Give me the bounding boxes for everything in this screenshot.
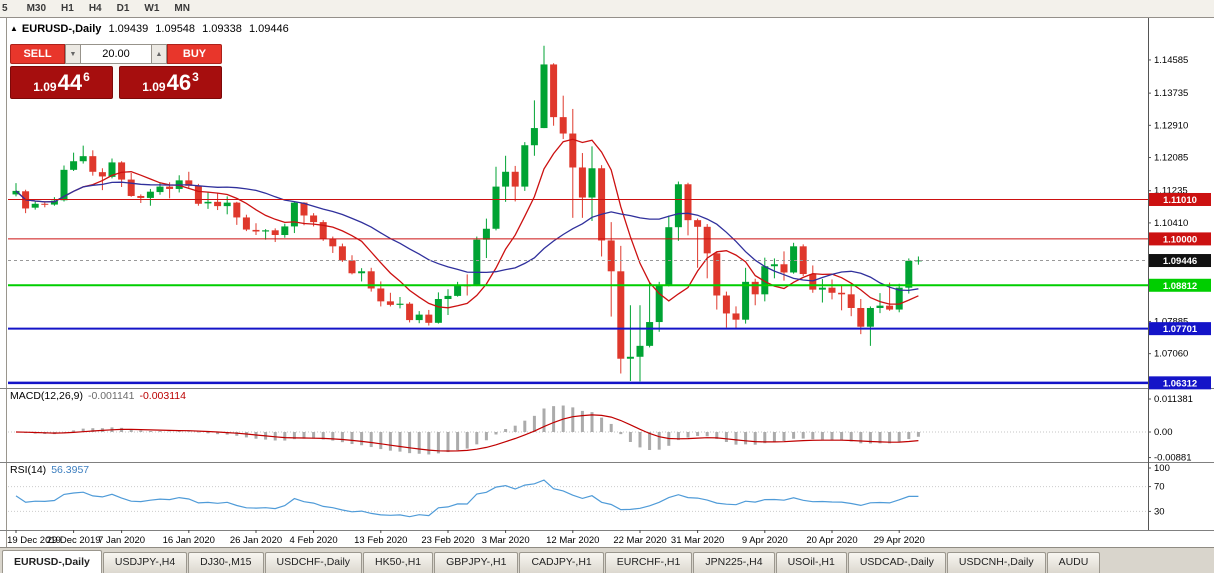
- bid-pips: 44: [57, 69, 83, 95]
- chart-tab-audu[interactable]: AUDU: [1046, 552, 1101, 573]
- svg-text:100: 100: [1154, 463, 1170, 474]
- chart-tab-hk50-h1[interactable]: HK50-,H1: [363, 552, 434, 573]
- svg-text:0.011381: 0.011381: [1154, 394, 1193, 405]
- svg-text:1.11010: 1.11010: [1163, 195, 1197, 206]
- chart-tab-gbpjpy-h1[interactable]: GBPJPY-,H1: [434, 552, 519, 573]
- timeframe-toolbar: 5 M30 H1 H4 D1 W1 MN: [0, 0, 1214, 18]
- chart-canvas[interactable]: 1.14585 1.13735 1.12910 1.12085 1.11235 1.104…: [0, 18, 1214, 547]
- rsi-value: 56.3957: [51, 464, 90, 476]
- volume-input[interactable]: [81, 44, 151, 64]
- svg-text:1.07060: 1.07060: [1154, 349, 1188, 360]
- svg-text:1.14585: 1.14585: [1154, 55, 1188, 66]
- buy-button[interactable]: BUY: [167, 44, 222, 64]
- timeframe-button-h4[interactable]: H4: [83, 1, 108, 16]
- svg-text:1.12085: 1.12085: [1154, 153, 1188, 164]
- chart-tab-bar: EURUSD-,Daily USDJPY-,H4 DJ30-,M15 USDCHF-,…: [0, 547, 1214, 573]
- svg-text:3 Mar 2020: 3 Mar 2020: [482, 535, 530, 546]
- macd-indicator-label: MACD(12,26,9) -0.001141 -0.003114: [10, 390, 191, 402]
- chart-tab-eurusd-daily[interactable]: EURUSD-,Daily: [2, 550, 102, 573]
- chart-tab-usdcnh-daily[interactable]: USDCNH-,Daily: [946, 552, 1046, 573]
- timeframe-button-m30[interactable]: M30: [21, 1, 52, 16]
- timeframe-button-h1[interactable]: H1: [55, 1, 80, 16]
- price-axis: 1.14585 1.13735 1.12910 1.12085 1.11235 1.104…: [1148, 55, 1193, 517]
- svg-text:12 Mar 2020: 12 Mar 2020: [546, 535, 599, 546]
- macd-name: MACD(12,26,9): [10, 390, 83, 402]
- svg-text:20 Apr 2020: 20 Apr 2020: [806, 535, 857, 546]
- ohlc-high: 1.09548: [155, 23, 196, 35]
- svg-text:22 Mar 2020: 22 Mar 2020: [613, 535, 666, 546]
- ask-base: 1.09: [142, 79, 166, 94]
- svg-text:7 Jan 2020: 7 Jan 2020: [98, 535, 145, 546]
- symbol-marker-icon: ▲: [10, 24, 18, 33]
- one-click-trading-panel: SELL ▼ ▲ BUY 1.09 44 6 1.09 46 3: [10, 44, 222, 99]
- svg-text:30: 30: [1154, 506, 1165, 517]
- svg-text:13 Feb 2020: 13 Feb 2020: [354, 535, 407, 546]
- svg-text:1.06312: 1.06312: [1163, 378, 1197, 389]
- svg-text:16 Jan 2020: 16 Jan 2020: [163, 535, 215, 546]
- chart-tab-usdcad-daily[interactable]: USDCAD-,Daily: [847, 552, 946, 573]
- timeframe-button-mn[interactable]: MN: [168, 1, 196, 16]
- arrow-down-icon: ▼: [69, 50, 77, 58]
- chart-tab-eurchf-h1[interactable]: EURCHF-,H1: [604, 552, 693, 573]
- sell-button[interactable]: SELL: [10, 44, 65, 64]
- rsi-indicator-label: RSI(14) 56.3957: [10, 464, 94, 476]
- ohlc-open: 1.09439: [108, 23, 149, 35]
- svg-text:23 Feb 2020: 23 Feb 2020: [421, 535, 474, 546]
- price-level-lines: [8, 198, 1148, 385]
- svg-text:1.11235: 1.11235: [1154, 186, 1188, 197]
- svg-text:31 Mar 2020: 31 Mar 2020: [671, 535, 724, 546]
- chart-ohlc-header: ▲ EURUSD-,Daily 1.09439 1.09548 1.09338 1…: [10, 23, 293, 35]
- svg-text:-0.00881: -0.00881: [1154, 453, 1192, 464]
- svg-text:70: 70: [1154, 482, 1165, 493]
- buy-price-button[interactable]: 1.09 46 3: [119, 66, 222, 99]
- macd-main-value: -0.001141: [87, 390, 135, 402]
- svg-text:29 Apr 2020: 29 Apr 2020: [874, 535, 925, 546]
- svg-text:29 Dec 2019: 29 Dec 2019: [47, 535, 101, 546]
- timeframe-button-5[interactable]: 5: [0, 1, 14, 16]
- chart-tab-jpn225-h4[interactable]: JPN225-,H4: [693, 552, 775, 573]
- svg-text:9 Apr 2020: 9 Apr 2020: [742, 535, 788, 546]
- ohlc-close: 1.09446: [248, 23, 289, 35]
- ask-pips: 46: [166, 69, 192, 95]
- chart-tab-cadjpy-h1[interactable]: CADJPY-,H1: [519, 552, 604, 573]
- chart-tab-usoil-h1[interactable]: USOil-,H1: [775, 552, 847, 573]
- chart-window[interactable]: 1.14585 1.13735 1.12910 1.12085 1.11235 1.104…: [0, 18, 1214, 547]
- svg-text:1.09446: 1.09446: [1163, 256, 1197, 267]
- rsi-pane: [8, 479, 1148, 518]
- ohlc-low: 1.09338: [202, 23, 242, 35]
- svg-text:4 Feb 2020: 4 Feb 2020: [290, 535, 338, 546]
- candlesticks: [12, 45, 922, 382]
- chart-tab-dj30-m15[interactable]: DJ30-,M15: [188, 552, 264, 573]
- rsi-line: [15, 479, 919, 518]
- svg-text:1.10000: 1.10000: [1163, 234, 1197, 245]
- bid-pipette: 6: [83, 69, 90, 84]
- svg-text:1.07701: 1.07701: [1163, 324, 1198, 335]
- chart-tab-usdchf-daily[interactable]: USDCHF-,Daily: [264, 552, 363, 573]
- macd-signal-value: -0.003114: [139, 390, 186, 402]
- rsi-name: RSI(14): [10, 464, 47, 476]
- arrow-up-icon: ▲: [155, 50, 163, 58]
- ask-pipette: 3: [192, 69, 199, 84]
- price-markers: 1.11010 1.10000 1.08812 1.07701 1.06312 1.094…: [1149, 192, 1211, 390]
- chart-tab-usdjpy-h4[interactable]: USDJPY-,H4: [102, 552, 188, 573]
- sell-price-button[interactable]: 1.09 44 6: [10, 66, 113, 99]
- bid-base: 1.09: [33, 79, 57, 94]
- svg-text:1.10410: 1.10410: [1154, 218, 1188, 229]
- timeframe-button-w1[interactable]: W1: [138, 1, 165, 16]
- svg-text:1.12910: 1.12910: [1154, 120, 1188, 131]
- svg-text:1.08812: 1.08812: [1163, 281, 1197, 292]
- svg-text:26 Jan 2020: 26 Jan 2020: [230, 535, 282, 546]
- macd-signal-line: [15, 414, 919, 452]
- volume-increase-button[interactable]: ▲: [151, 44, 167, 64]
- svg-text:1.13735: 1.13735: [1154, 88, 1188, 99]
- svg-text:0.00: 0.00: [1154, 427, 1173, 438]
- svg-text:1.07885: 1.07885: [1154, 316, 1188, 327]
- timeframe-button-d1[interactable]: D1: [111, 1, 136, 16]
- svg-text:19 Dec 2019: 19 Dec 2019: [7, 535, 61, 546]
- moving-averages: [15, 138, 919, 309]
- volume-decrease-button[interactable]: ▼: [65, 44, 81, 64]
- chart-title: EURUSD-,Daily: [21, 23, 102, 35]
